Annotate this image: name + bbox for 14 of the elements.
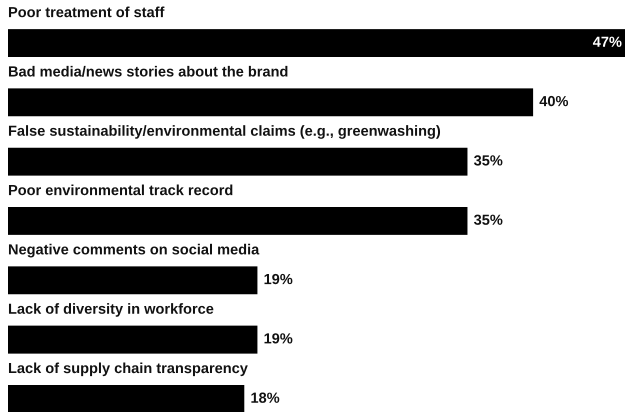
data-label: 18% <box>251 392 280 403</box>
y-tick-label: Lack of diversity in workforce <box>8 303 214 317</box>
y-tick-label: Lack of supply chain transparency <box>8 362 248 376</box>
data-label: 19% <box>264 274 292 284</box>
y-tick-label: False sustainability/environmental claims (e.g., greenwashing) <box>8 125 440 139</box>
y-tick-label: Poor treatment of staff <box>8 6 164 18</box>
data-label: 19% <box>264 333 292 344</box>
y-tick-label: Negative comments on social media <box>8 244 260 258</box>
data-label: 40% <box>539 96 568 106</box>
data-label: 35% <box>474 214 502 225</box>
y-tick-label: Bad media/news stories about the brand <box>8 66 288 77</box>
data-label: 47% <box>592 36 622 47</box>
y-tick-label: Poor environmental track record <box>8 184 232 196</box>
data-label: 35% <box>474 155 502 166</box>
